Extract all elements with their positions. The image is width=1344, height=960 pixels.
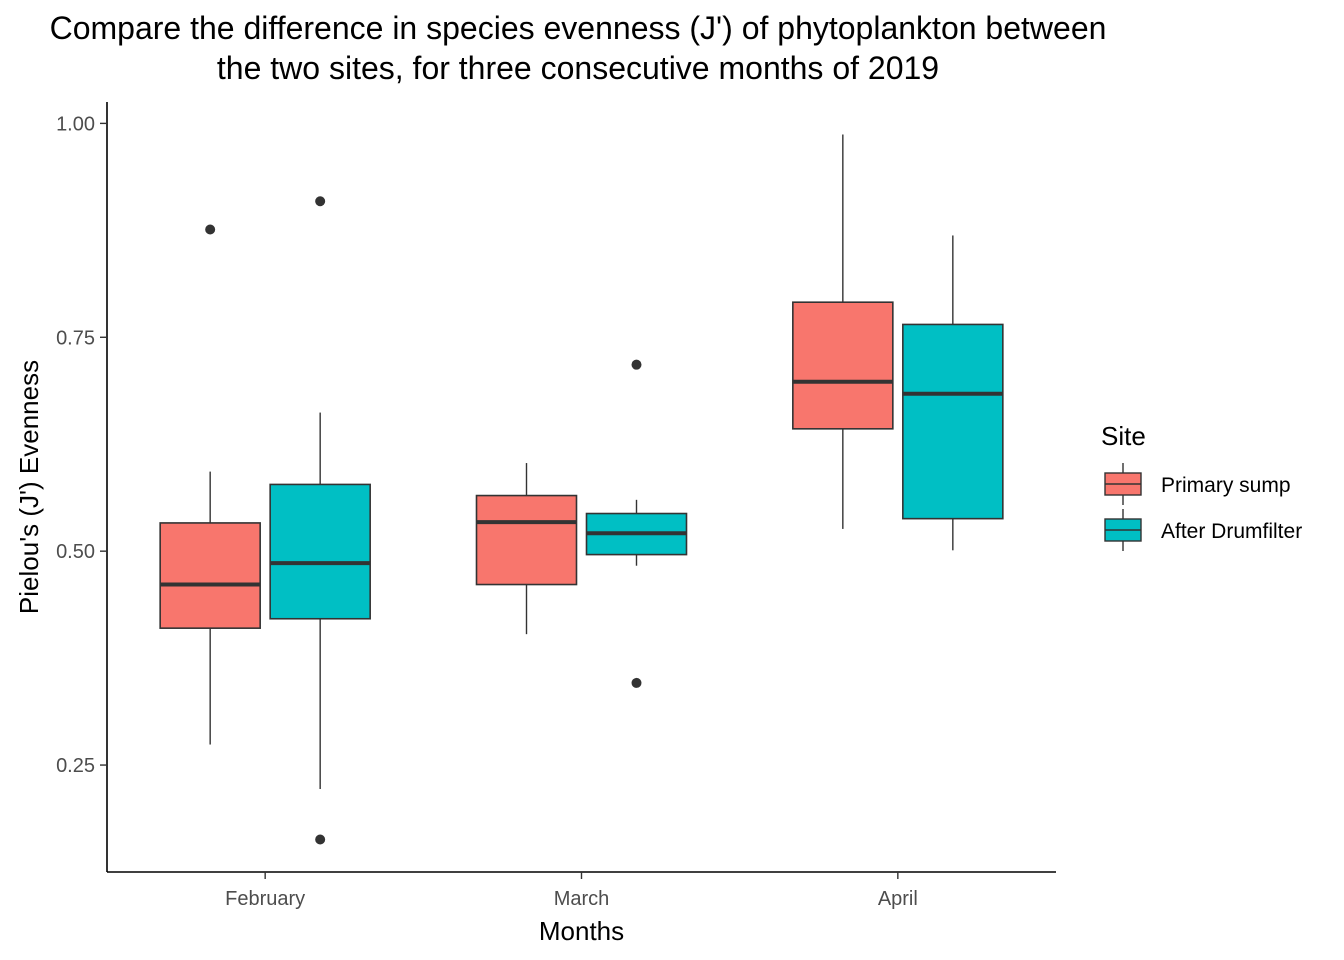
box-primary-sump-february	[159, 522, 261, 629]
box-after-drumfilter-february	[269, 483, 371, 620]
chart-title-line-1: Compare the difference in species evenne…	[49, 10, 1107, 46]
box-primary-sump-april	[792, 301, 894, 430]
outlier-point-after-drumfilter-february	[315, 834, 326, 845]
box-after-drumfilter-april	[902, 323, 1004, 520]
y-tick-label: 0.25	[56, 755, 95, 777]
outlier-point-after-drumfilter-february	[315, 196, 326, 207]
x-tick-label: February	[225, 888, 305, 910]
y-tick-label: 0.75	[56, 327, 95, 349]
outlier-point-primary-sump-february	[205, 224, 216, 235]
legend-label-after-drumfilter: After Drumfilter	[1161, 520, 1302, 543]
x-tick-label: April	[878, 888, 918, 910]
y-axis-label: Pielou's (J') Evenness	[14, 360, 44, 614]
outlier-point-after-drumfilter-march	[631, 359, 642, 370]
outlier-point-after-drumfilter-march	[631, 677, 642, 688]
y-tick-label: 0.50	[56, 541, 95, 563]
x-axis-label: Months	[539, 916, 624, 946]
x-tick-label: March	[554, 888, 610, 910]
legend-title: Site	[1101, 421, 1146, 451]
y-tick-label: 1.00	[56, 113, 95, 135]
chart-title-line-2: the two sites, for three consecutive mon…	[216, 50, 940, 86]
box-primary-sump-march	[475, 494, 578, 586]
legend-label-primary-sump: Primary sump	[1161, 474, 1291, 497]
